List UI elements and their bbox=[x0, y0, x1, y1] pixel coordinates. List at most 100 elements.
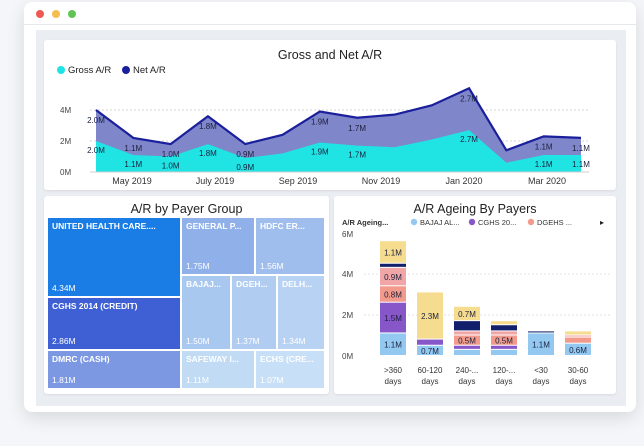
gross-data-label: 1.1M bbox=[572, 160, 590, 169]
treemap-tile[interactable]: DGEH... 1.37M bbox=[232, 276, 278, 351]
tile-name: DGEH... bbox=[236, 279, 268, 289]
ageing-data-label: 1.1M bbox=[384, 248, 402, 257]
tile-name: SAFEWAY I... bbox=[186, 354, 239, 364]
net-line bbox=[95, 86, 582, 152]
gross-net-title: Gross and Net A/R bbox=[277, 48, 383, 62]
x-tick-label: <30 bbox=[534, 366, 548, 375]
net-data-label: 2.0M bbox=[87, 116, 105, 125]
ageing-bar-segment[interactable] bbox=[565, 343, 591, 355]
treemap-tile[interactable]: CGHS 2014 (CREDIT) 2.86M bbox=[48, 298, 182, 351]
gross-net-panel[interactable]: Gross and Net A/R Gross A/R Net A/R 4M 2… bbox=[44, 40, 616, 190]
net-data-label: 1.1M bbox=[535, 142, 553, 151]
ageing-bar-segment[interactable] bbox=[565, 337, 591, 343]
ageing-bar-segment[interactable] bbox=[491, 349, 517, 355]
ageing-data-label: 0.8M bbox=[384, 291, 402, 300]
x-tick-label: days bbox=[385, 377, 402, 386]
ageing-bar-segment[interactable] bbox=[417, 292, 443, 339]
legend-label: CGHS 20... bbox=[478, 218, 516, 227]
treemap-tile[interactable]: SAFEWAY I... 1.11M bbox=[182, 351, 256, 390]
legend-gross[interactable]: Gross A/R bbox=[57, 65, 111, 76]
ageing-bar-segment[interactable] bbox=[491, 335, 517, 345]
ageing-bar-segment[interactable] bbox=[380, 263, 406, 267]
ageing-bar-segment[interactable] bbox=[528, 331, 554, 333]
dashboard-canvas: Gross and Net A/R Gross A/R Net A/R 4M 2… bbox=[36, 30, 626, 406]
ageing-bar-segment[interactable] bbox=[491, 331, 517, 335]
gross-data-label: 2.0M bbox=[87, 146, 105, 155]
tile-name: GENERAL P... bbox=[186, 221, 242, 231]
minimize-window-dot[interactable] bbox=[52, 10, 60, 18]
y-tick-label: 2M bbox=[60, 137, 71, 146]
ageing-bar-segment[interactable] bbox=[528, 333, 554, 355]
close-window-dot[interactable] bbox=[36, 10, 44, 18]
net-data-label: 0.9M bbox=[236, 150, 254, 159]
app-window: Gross and Net A/R Gross A/R Net A/R 4M 2… bbox=[24, 2, 636, 412]
x-tick-label: Mar 2020 bbox=[528, 176, 566, 186]
ageing-bar-segment[interactable] bbox=[454, 321, 480, 331]
treemap-tile[interactable]: BAJAJ... 1.50M bbox=[182, 276, 232, 351]
legend-more-arrow[interactable]: ▸ bbox=[600, 218, 604, 227]
treemap-tile[interactable]: ECHS (CRE... 1.07M bbox=[256, 351, 326, 390]
legend-net[interactable]: Net A/R bbox=[122, 65, 166, 76]
ageing-legend-item[interactable]: CGHS 20... bbox=[468, 218, 517, 227]
x-tick-label: Sep 2019 bbox=[279, 176, 318, 186]
x-tick-label: May 2019 bbox=[112, 176, 152, 186]
ageing-bar-segment[interactable] bbox=[491, 325, 517, 331]
tile-name: CGHS 2014 (CREDIT) bbox=[52, 301, 138, 311]
ageing-data-label: 0.6M bbox=[569, 346, 587, 355]
ageing-bar-segment[interactable] bbox=[491, 321, 517, 325]
ageing-bar-segment[interactable] bbox=[454, 349, 480, 355]
ageing-legend-title: A/R Ageing... bbox=[342, 218, 388, 227]
x-tick-label: 240-... bbox=[456, 366, 479, 375]
y-tick-label: 2M bbox=[342, 311, 353, 320]
maximize-window-dot[interactable] bbox=[68, 10, 76, 18]
x-tick-label: days bbox=[496, 377, 513, 386]
ageing-bar-segment[interactable] bbox=[454, 331, 480, 335]
tile-value: 1.56M bbox=[260, 261, 284, 271]
ageing-panel[interactable]: A/R Ageing By Payers A/R Ageing... BAJAJ… bbox=[334, 196, 616, 394]
x-tick-label: >360 bbox=[384, 366, 403, 375]
treemap-tile[interactable]: UNITED HEALTH CARE.... 4.34M bbox=[48, 218, 182, 298]
ageing-legend-item[interactable]: BAJAJ AL... bbox=[410, 218, 460, 227]
ageing-chart[interactable]: A/R Ageing... BAJAJ AL... CGHS 20... DGE… bbox=[334, 196, 616, 394]
y-tick-label: 0M bbox=[60, 168, 71, 177]
y-tick-label: 4M bbox=[342, 270, 353, 279]
ageing-bar-segment[interactable] bbox=[380, 302, 406, 333]
ageing-bar-segment[interactable] bbox=[565, 335, 591, 337]
x-tick-label: 120-... bbox=[493, 366, 516, 375]
ageing-data-label: 1.1M bbox=[532, 341, 550, 350]
ageing-bar-segment[interactable] bbox=[491, 345, 517, 349]
payer-group-panel[interactable]: A/R by Payer Group UNITED HEALTH CARE...… bbox=[44, 196, 329, 394]
ageing-bar-segment[interactable] bbox=[380, 241, 406, 263]
net-data-label: 1.1M bbox=[572, 144, 590, 153]
gross-area bbox=[96, 130, 581, 172]
tile-value: 1.75M bbox=[186, 261, 210, 271]
gross-data-label: 0.9M bbox=[236, 163, 254, 172]
treemap-tile[interactable]: DELH... 1.34M bbox=[278, 276, 326, 351]
treemap-tile[interactable]: HDFC ER... 1.56M bbox=[256, 218, 326, 276]
gross-data-label: 1.8M bbox=[199, 149, 217, 158]
ageing-bar-segment[interactable] bbox=[380, 267, 406, 286]
ageing-bar-segment[interactable] bbox=[565, 331, 591, 335]
legend-gross-label: Gross A/R bbox=[68, 65, 111, 76]
payer-group-title: A/R by Payer Group bbox=[130, 202, 243, 216]
ageing-title: A/R Ageing By Payers bbox=[413, 202, 537, 216]
tile-name: HDFC ER... bbox=[260, 221, 305, 231]
ageing-bar-segment[interactable] bbox=[417, 339, 443, 345]
tile-name: DMRC (CASH) bbox=[52, 354, 110, 364]
tile-name: DELH... bbox=[282, 279, 313, 289]
x-tick-label: July 2019 bbox=[196, 176, 235, 186]
ageing-legend-item[interactable]: DGEHS ... bbox=[527, 218, 572, 227]
treemap-tile[interactable]: GENERAL P... 1.75M bbox=[182, 218, 256, 276]
legend-label: BAJAJ AL... bbox=[420, 218, 460, 227]
net-data-label: 1.0M bbox=[162, 150, 180, 159]
ageing-bar-segment[interactable] bbox=[454, 345, 480, 349]
ageing-bar-segment[interactable] bbox=[454, 306, 480, 321]
ageing-bar-segment[interactable] bbox=[454, 335, 480, 345]
ageing-bar-segment[interactable] bbox=[380, 286, 406, 302]
gross-net-chart[interactable]: Gross A/R Net A/R 4M 2M 0M 2.0M 1.1M 1.0M 1… bbox=[44, 40, 616, 190]
ageing-bar-segment[interactable] bbox=[417, 345, 443, 355]
ageing-data-label: 0.7M bbox=[458, 310, 476, 319]
treemap-tile[interactable]: DMRC (CASH) 1.81M bbox=[48, 351, 182, 390]
x-tick-label: days bbox=[570, 377, 587, 386]
ageing-bar-segment[interactable] bbox=[380, 333, 406, 355]
